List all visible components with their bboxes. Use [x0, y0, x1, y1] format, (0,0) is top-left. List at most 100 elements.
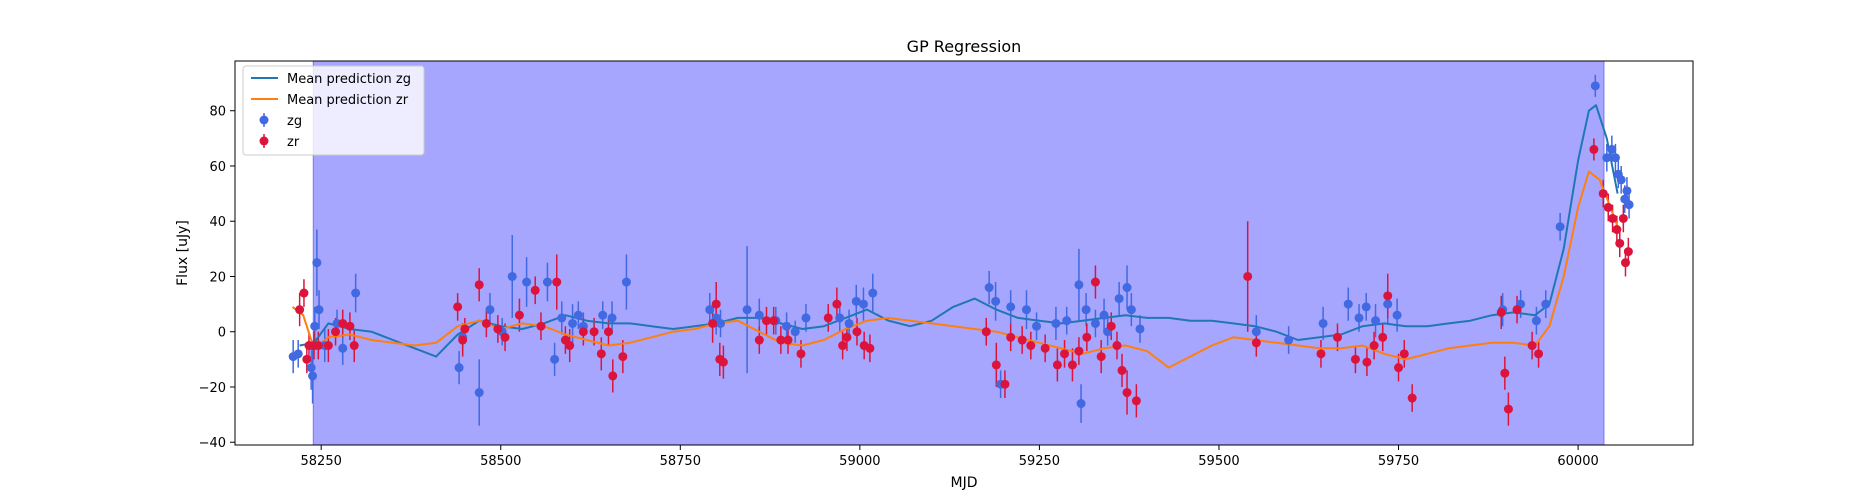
data-point-zg	[782, 321, 792, 331]
data-point-zg	[573, 310, 583, 320]
data-point-zr	[1399, 349, 1409, 359]
data-point-zr	[1394, 363, 1404, 373]
data-point-zr	[608, 371, 618, 381]
data-point-zr	[474, 280, 484, 290]
y-tick-label: 20	[209, 270, 226, 285]
data-point-zr	[1332, 332, 1342, 342]
plot-area	[288, 60, 1634, 446]
legend-swatch-zr	[259, 136, 269, 146]
data-point-zg	[474, 388, 484, 398]
data-point-zg	[1392, 310, 1402, 320]
legend-label-zr-line: Mean prediction zr	[287, 93, 409, 108]
data-point-zg	[557, 313, 567, 323]
data-point-zg	[1284, 335, 1294, 345]
data-point-zr	[302, 354, 312, 364]
data-point-zr	[1090, 277, 1100, 287]
data-point-zr	[1082, 332, 1092, 342]
data-point-zg	[1135, 324, 1145, 334]
data-point-zr	[1620, 258, 1630, 268]
data-point-zr	[708, 318, 718, 328]
data-point-zg	[1383, 299, 1393, 309]
data-point-zr	[589, 327, 599, 337]
data-point-zr	[1074, 346, 1084, 356]
data-point-zr	[349, 341, 359, 351]
data-point-zr	[458, 335, 468, 345]
data-point-zr	[1603, 202, 1613, 212]
y-axis-label: Flux [uJy]	[175, 220, 191, 286]
data-point-zr	[711, 299, 721, 309]
data-point-zr	[1612, 225, 1622, 235]
data-point-zr	[1512, 305, 1522, 315]
data-point-zg	[1251, 327, 1261, 337]
x-tick-label: 60000	[1557, 454, 1598, 469]
x-tick-label: 58500	[480, 454, 521, 469]
data-point-zr	[852, 327, 862, 337]
data-point-zg	[1624, 200, 1634, 210]
data-point-zr	[761, 316, 771, 326]
data-point-zr	[295, 305, 305, 315]
data-point-zg	[835, 313, 845, 323]
legend-label-zr: zr	[287, 135, 300, 150]
data-point-zr	[832, 299, 842, 309]
data-point-zg	[1126, 305, 1136, 315]
data-point-zg	[1076, 399, 1086, 409]
data-point-zr	[345, 321, 355, 331]
data-point-zg	[293, 349, 303, 359]
mean-prediction-line-zg	[299, 104, 1619, 358]
data-point-zg	[1081, 305, 1091, 315]
data-point-zg	[1607, 144, 1617, 154]
data-point-zr	[1000, 379, 1010, 389]
data-point-zr	[1122, 388, 1132, 398]
data-point-zg	[1062, 316, 1072, 326]
data-point-zg	[338, 343, 348, 353]
data-point-zr	[453, 302, 463, 312]
data-point-zr	[1243, 271, 1253, 281]
data-point-zr	[530, 285, 540, 295]
data-point-zg	[1114, 294, 1124, 304]
x-tick-label: 58750	[660, 454, 701, 469]
data-point-zg	[550, 354, 560, 364]
chart-title: GP Regression	[907, 37, 1022, 56]
data-point-zg	[1032, 321, 1042, 331]
data-point-zr	[783, 335, 793, 345]
data-point-zr	[1006, 332, 1016, 342]
data-point-zg	[1099, 310, 1109, 320]
data-point-zr	[313, 341, 323, 351]
x-tick-label: 59250	[1019, 454, 1060, 469]
data-point-zr	[1615, 238, 1625, 248]
data-point-zr	[578, 327, 588, 337]
data-point-zr	[1608, 213, 1618, 223]
y-axis: −40 −20 0 20 40 60 80	[199, 105, 235, 451]
data-point-zg	[1531, 316, 1541, 326]
data-point-zg	[312, 258, 322, 268]
data-point-zg	[1622, 186, 1632, 196]
data-point-zr	[603, 327, 613, 337]
legend-box	[242, 65, 425, 156]
x-tick-label: 59750	[1378, 454, 1419, 469]
data-point-zg	[705, 305, 715, 315]
data-point-zg	[1541, 299, 1551, 309]
data-point-zr	[338, 318, 348, 328]
x-tick-label: 59000	[839, 454, 880, 469]
data-point-zg	[858, 299, 868, 309]
legend-label-zg-line: Mean prediction zg	[287, 72, 411, 87]
data-point-zr	[991, 360, 1001, 370]
data-point-zr	[1618, 213, 1628, 223]
data-point-zr	[536, 321, 546, 331]
data-point-zr	[1527, 341, 1537, 351]
data-point-zg	[1555, 222, 1565, 232]
data-point-zg	[1616, 175, 1626, 185]
data-point-zg	[522, 277, 532, 287]
data-point-zr	[1096, 352, 1106, 362]
y-tick-label: 40	[209, 215, 226, 230]
data-point-zr	[1112, 341, 1122, 351]
data-point-zg	[454, 363, 464, 373]
data-point-zr	[796, 349, 806, 359]
data-point-zr	[776, 335, 786, 345]
data-point-zg	[568, 318, 578, 328]
data-point-zg	[314, 305, 324, 315]
data-point-zg	[308, 371, 318, 381]
data-point-zg	[1361, 302, 1371, 312]
data-point-zr	[1316, 349, 1326, 359]
